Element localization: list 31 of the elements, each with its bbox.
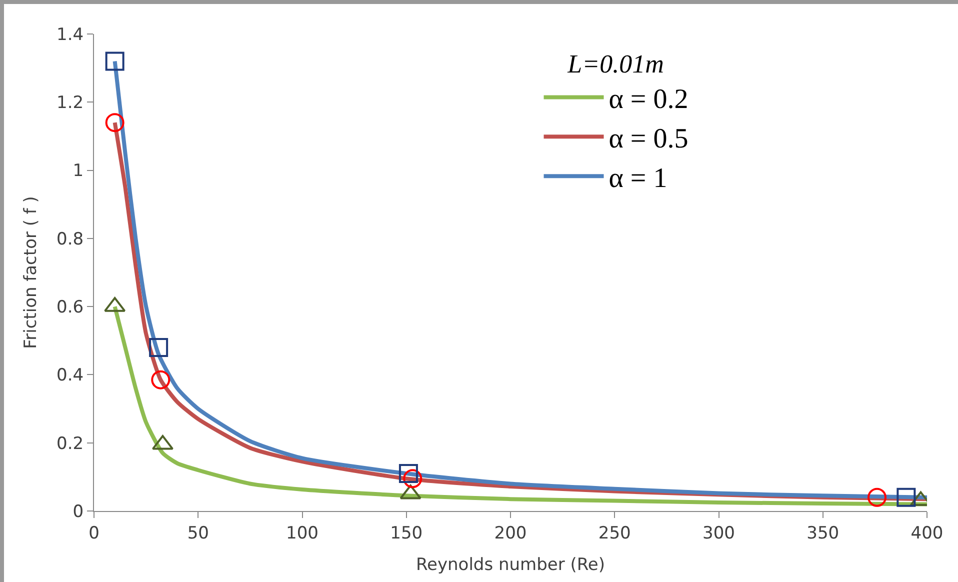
point — [105, 113, 124, 132]
legend-label: α = 0.5 — [608, 124, 688, 155]
point — [151, 370, 170, 390]
x-tick-label: 350 — [806, 523, 840, 544]
y-tick-label: 0.4 — [56, 366, 84, 386]
x-axis-title: Reynolds number (Re) — [416, 554, 606, 575]
x-tick-label: 50 — [187, 523, 209, 544]
y-tick-label: 1.4 — [56, 24, 84, 45]
x-tick-label: 100 — [286, 523, 318, 544]
x-tick-label: 300 — [702, 523, 735, 544]
y-tick-label: 1 — [72, 161, 84, 182]
point — [896, 488, 916, 507]
legend-label: α = 1 — [608, 162, 668, 194]
y-tick-label: 0 — [72, 502, 84, 522]
x-tick-label: 150 — [390, 523, 423, 544]
x-tick-label: 250 — [598, 523, 631, 544]
legend-title: L=0.01m — [566, 50, 664, 79]
x-tick-label: 400 — [910, 523, 944, 544]
x-tick-label: 0 — [88, 523, 100, 544]
point — [403, 469, 422, 488]
y-tick-label: 0.2 — [56, 434, 84, 454]
y-tick-label: 0.6 — [56, 298, 84, 318]
y-tick-label: 1.2 — [56, 93, 84, 114]
y-axis-title: Friction factor ( f ) — [21, 196, 42, 349]
point — [398, 464, 418, 484]
point — [105, 52, 124, 71]
point — [868, 488, 887, 507]
point — [149, 338, 168, 357]
x-tick-label: 200 — [494, 523, 527, 544]
y-tick-label: 0.8 — [56, 229, 84, 250]
legend-label: α = 0.2 — [608, 84, 688, 116]
